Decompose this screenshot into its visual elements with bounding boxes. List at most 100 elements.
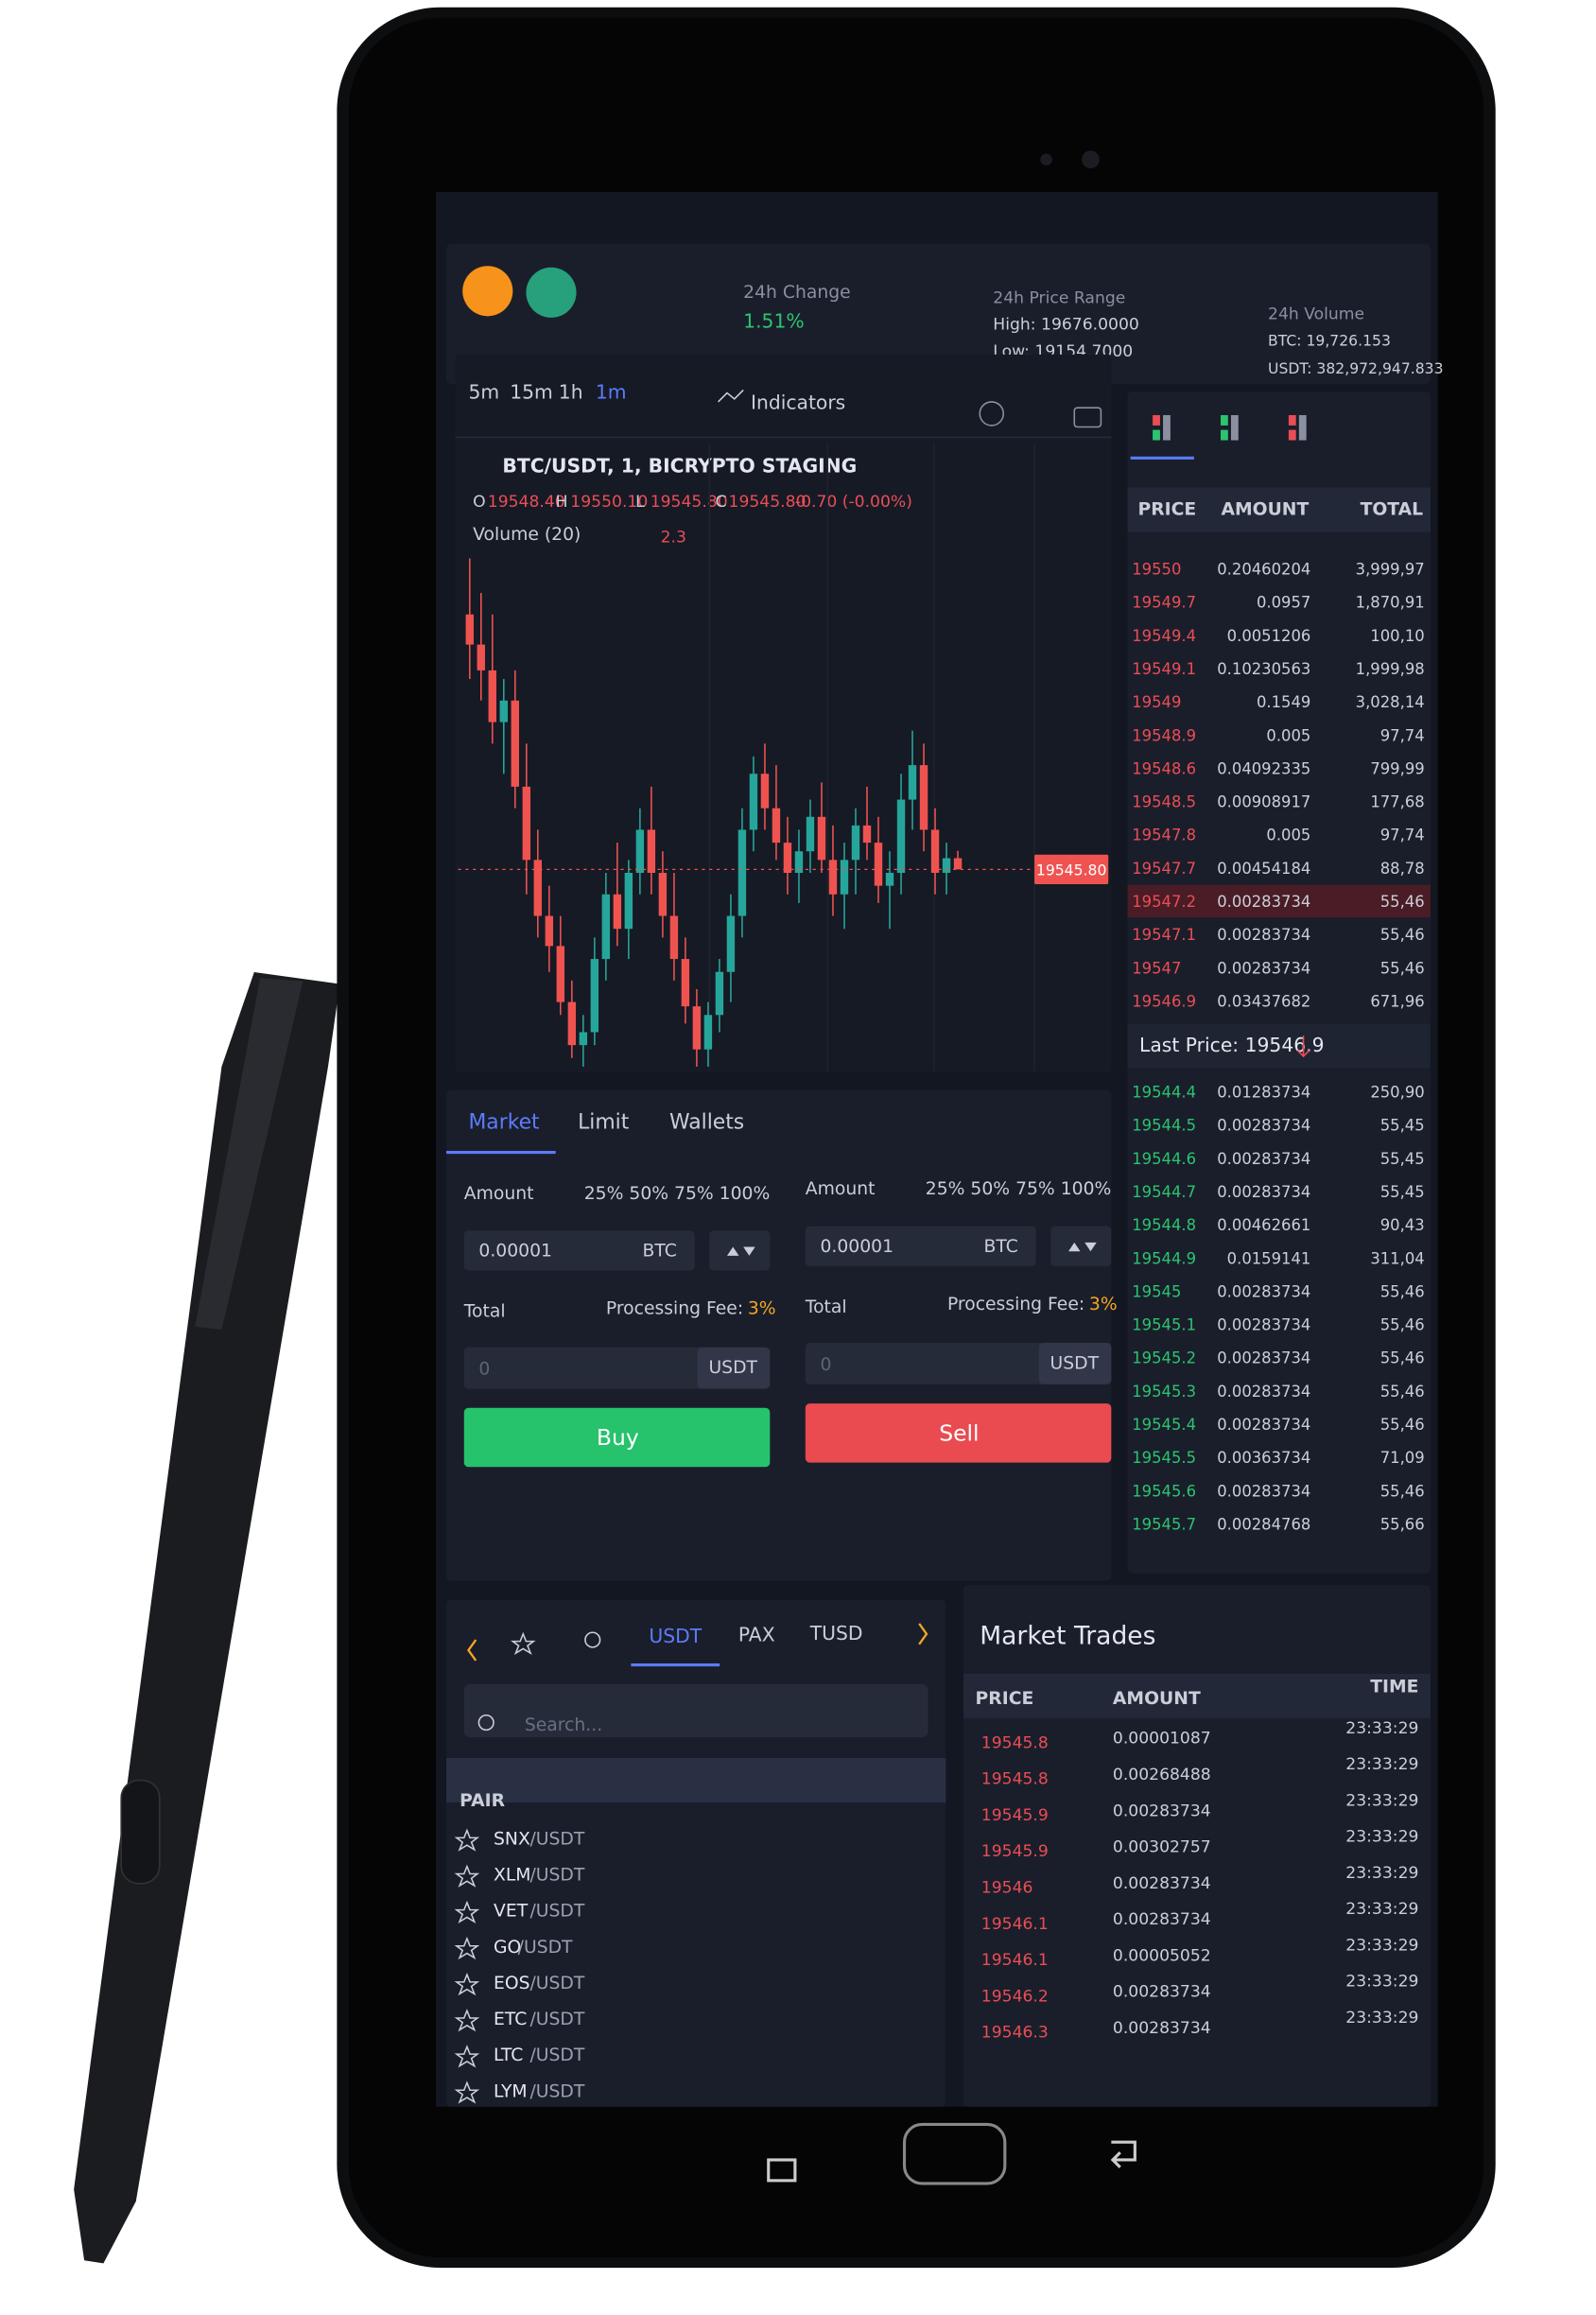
book-total: 799,99 bbox=[1370, 759, 1424, 777]
trading-ui: 24h Change 1.51% 24h Price Range High: 1967… bbox=[446, 243, 1444, 2107]
book-price: 19544.8 bbox=[1132, 1216, 1196, 1234]
book-price: 19547.7 bbox=[1132, 860, 1196, 878]
candle-body bbox=[953, 858, 963, 870]
indicators-button[interactable]: Indicators bbox=[751, 391, 845, 413]
volume-value: 2.3 bbox=[661, 529, 686, 548]
pair-star bbox=[454, 1972, 480, 1996]
percent-options[interactable]: 25% 50% 75% 100% bbox=[926, 1179, 1112, 1199]
volume-label: Volume (20) bbox=[473, 525, 581, 545]
candle-body bbox=[613, 894, 622, 930]
trade-amount: 0.00268488 bbox=[1113, 1766, 1211, 1784]
trades-title: Market Trades bbox=[980, 1621, 1155, 1650]
back-button[interactable] bbox=[1110, 2140, 1136, 2168]
candle-body bbox=[908, 765, 917, 800]
book-view-icon bbox=[1163, 414, 1171, 441]
pair-base[interactable]: VET bbox=[494, 1902, 529, 1922]
total-label: Total bbox=[463, 1302, 506, 1322]
pair-quote: /USDT bbox=[529, 1902, 584, 1922]
pair-quote: /USDT bbox=[529, 2010, 584, 2029]
trade-time: 23:33:29 bbox=[1345, 2009, 1418, 2028]
pair-base[interactable]: LTC bbox=[494, 2045, 523, 2065]
pair-base[interactable]: XLM bbox=[494, 1866, 530, 1886]
trade-price: 19546.2 bbox=[981, 1987, 1049, 2006]
candle-body bbox=[477, 644, 485, 670]
recents-button[interactable] bbox=[767, 2158, 797, 2183]
total-currency: USDT bbox=[1050, 1353, 1100, 1373]
trade-price: 19546.1 bbox=[981, 1951, 1049, 1970]
ohlc: L bbox=[635, 493, 645, 512]
book-price: 19547.1 bbox=[1132, 926, 1196, 944]
buy-button[interactable] bbox=[463, 1407, 771, 1468]
trade-amount: 0.00001087 bbox=[1113, 1730, 1211, 1749]
amount-input[interactable] bbox=[463, 1230, 695, 1271]
form-tab[interactable]: Limit bbox=[578, 1110, 630, 1134]
sell-button-label[interactable]: Sell bbox=[939, 1419, 979, 1446]
pair-base[interactable]: GO bbox=[494, 1938, 521, 1958]
home-button[interactable] bbox=[902, 2122, 1007, 2185]
book-price: 19544.6 bbox=[1132, 1150, 1196, 1168]
pair-base[interactable]: SNX bbox=[494, 1829, 530, 1849]
search-box[interactable] bbox=[463, 1683, 928, 1738]
book-amount: 0.04092335 bbox=[1217, 759, 1310, 777]
book-amount: 0.00462661 bbox=[1217, 1216, 1310, 1234]
amount-input[interactable] bbox=[805, 1226, 1036, 1266]
market-tab[interactable]: TUSD bbox=[809, 1622, 863, 1645]
interval[interactable]: 5m bbox=[468, 381, 499, 404]
candle-body bbox=[703, 1015, 713, 1050]
book-price: 19548.6 bbox=[1132, 759, 1196, 777]
pair-base[interactable]: LYM bbox=[494, 2081, 528, 2101]
price-tag bbox=[1034, 854, 1109, 884]
market-tab[interactable]: USDT bbox=[649, 1625, 702, 1647]
total-currency-box bbox=[1038, 1343, 1112, 1384]
total-input[interactable] bbox=[463, 1347, 771, 1389]
amount-value: 0.00001 bbox=[478, 1242, 552, 1262]
amount-currency: BTC bbox=[643, 1242, 677, 1262]
book-total: 71,09 bbox=[1380, 1449, 1425, 1467]
pair-star bbox=[454, 2045, 480, 2068]
percent-options[interactable]: 25% 50% 75% 100% bbox=[584, 1184, 771, 1204]
ohlc: H bbox=[556, 493, 568, 512]
interval[interactable]: 1h bbox=[559, 381, 583, 404]
fee-label: Processing Fee: bbox=[606, 1299, 743, 1319]
book-total: 55,45 bbox=[1380, 1117, 1425, 1135]
book-amount: 0.00283734 bbox=[1217, 1416, 1310, 1434]
stepper[interactable] bbox=[709, 1230, 771, 1271]
book-price: 19544.5 bbox=[1132, 1117, 1196, 1135]
book-total: 90,43 bbox=[1380, 1216, 1425, 1234]
book-price: 19544.4 bbox=[1132, 1084, 1196, 1102]
pair-base[interactable]: ETC bbox=[494, 2010, 527, 2029]
trade-amount: 0.00283734 bbox=[1113, 1910, 1211, 1929]
book-price: 19545.4 bbox=[1132, 1416, 1196, 1434]
book-total: 55,46 bbox=[1380, 926, 1425, 944]
fee-label: Processing Fee: bbox=[947, 1295, 1084, 1314]
book-amount: 0.00283734 bbox=[1217, 1349, 1310, 1367]
form-tab[interactable]: Wallets bbox=[669, 1110, 744, 1134]
form-tab[interactable]: Market bbox=[468, 1110, 540, 1134]
stepper[interactable] bbox=[1050, 1226, 1112, 1266]
book-amount: 0.00283734 bbox=[1217, 959, 1310, 977]
total-input[interactable] bbox=[805, 1343, 1112, 1384]
camera-icon bbox=[1073, 407, 1102, 428]
prev-arrow bbox=[467, 1639, 477, 1662]
book-price: 19545.7 bbox=[1132, 1515, 1196, 1533]
chart-panel bbox=[455, 354, 1112, 1073]
pair-star bbox=[454, 2080, 480, 2104]
sell-button[interactable] bbox=[805, 1403, 1112, 1463]
trade-time: 23:33:29 bbox=[1345, 1828, 1418, 1847]
book-price: 19549 bbox=[1132, 693, 1181, 711]
buy-button-label[interactable]: Buy bbox=[597, 1424, 639, 1451]
interval[interactable]: 1m bbox=[596, 381, 627, 404]
pair-base[interactable]: EOS bbox=[494, 1974, 530, 1993]
interval[interactable]: 15m bbox=[510, 381, 553, 404]
book-amount: 0.20460204 bbox=[1217, 561, 1310, 579]
fee-value: 3% bbox=[748, 1299, 776, 1319]
camera bbox=[1082, 150, 1100, 169]
book-price: 19545 bbox=[1132, 1282, 1181, 1300]
book-amount: 0.00908917 bbox=[1217, 793, 1310, 811]
market-tab[interactable]: PAX bbox=[738, 1623, 775, 1645]
pair-quote: /USDT bbox=[529, 2045, 584, 2065]
book-price: 19550 bbox=[1132, 561, 1181, 579]
volume-btc: BTC: 19,726.153 bbox=[1268, 332, 1391, 349]
down-arrow bbox=[1296, 1036, 1310, 1058]
trades-header-label: PRICE bbox=[976, 1689, 1034, 1709]
